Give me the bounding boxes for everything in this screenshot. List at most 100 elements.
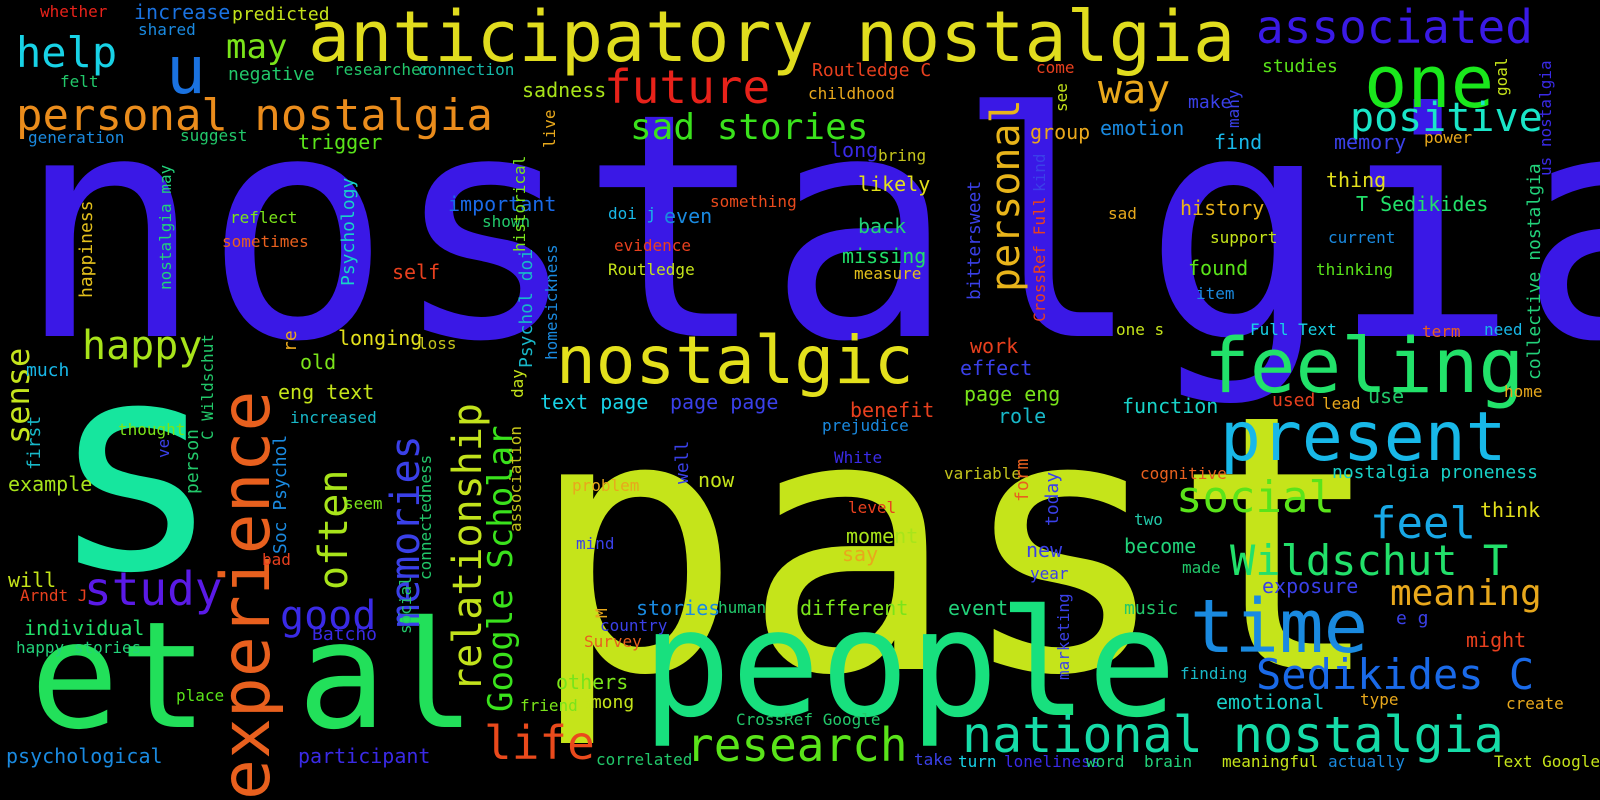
word: increase [134, 0, 231, 24]
word: homesickness [542, 244, 561, 360]
word: power [1424, 128, 1473, 147]
word: well [672, 440, 693, 484]
word: among [580, 692, 635, 713]
word: sometimes [222, 232, 309, 251]
word: et al [30, 590, 476, 762]
word: whether [40, 2, 108, 21]
word: actually [1328, 752, 1406, 771]
word: work [970, 334, 1019, 358]
word: today [1042, 471, 1063, 526]
word: stories [636, 596, 721, 620]
word: current [1328, 228, 1396, 247]
word: day [508, 369, 527, 398]
word: brain [1144, 752, 1193, 771]
word: ve [154, 438, 173, 458]
word: benefit [850, 398, 935, 422]
word: u [166, 32, 206, 109]
word: say [842, 542, 879, 566]
word: much [26, 360, 70, 381]
word: personal nostalgia [16, 90, 493, 141]
word: way [1098, 67, 1171, 113]
word: Sedikides C [1256, 650, 1535, 699]
word: predicted [232, 4, 330, 25]
word: exposure [1262, 574, 1359, 598]
word: childhood [808, 84, 895, 103]
word: Arndt J [20, 586, 88, 605]
word: participant [298, 744, 431, 768]
word: studies [1262, 56, 1338, 77]
word: cognitive [1140, 464, 1227, 483]
word: term [1422, 322, 1461, 341]
word: Psychology [338, 177, 359, 286]
word: kind [1030, 153, 1049, 192]
word: s [48, 300, 223, 637]
word: item [1196, 284, 1235, 303]
word: thing [1326, 168, 1387, 192]
word: become [1124, 534, 1197, 558]
word: suggest [180, 126, 248, 145]
word: many [1224, 89, 1243, 128]
word: life [484, 716, 595, 770]
word: sad [1108, 204, 1137, 223]
word: live [540, 109, 559, 148]
word: might [1466, 628, 1527, 652]
word: thinking [1316, 260, 1394, 279]
word: eng text [278, 380, 375, 404]
word: loneliness [1004, 752, 1101, 771]
word: individual [24, 616, 145, 640]
word: nostalgia [16, 46, 1600, 410]
word: CrossRef Full [1030, 196, 1049, 322]
word: shared [138, 20, 196, 39]
word: effect [960, 356, 1033, 380]
word: history [1180, 196, 1265, 220]
word: connection [418, 60, 515, 79]
word: psychological [6, 744, 163, 768]
word: meaningful [1222, 752, 1319, 771]
word: missing [842, 244, 927, 268]
word: Batcho [312, 624, 378, 645]
word: M [592, 608, 611, 618]
word: e g [1396, 608, 1429, 629]
word: increased [290, 408, 377, 427]
word: example [8, 472, 93, 496]
word: home [1504, 382, 1543, 401]
word: evidence [614, 236, 692, 255]
word: type [1360, 690, 1399, 709]
word: associated [1256, 0, 1533, 54]
word: think [1480, 498, 1541, 522]
word: first [24, 415, 45, 470]
word: new [1026, 538, 1063, 562]
word: social [1176, 472, 1335, 523]
word: felt [60, 72, 99, 91]
word: study [84, 562, 223, 616]
word: find [1214, 130, 1263, 154]
word: may [226, 27, 288, 67]
word: place [176, 686, 225, 705]
word: problem [572, 476, 640, 495]
word: Soc Psychol [270, 434, 291, 554]
word: year [1030, 564, 1069, 583]
word: often [311, 469, 357, 590]
word: Wildschut T [1230, 536, 1509, 585]
word: Psychol doi [516, 248, 537, 368]
word: sadness [522, 78, 607, 102]
word: back [858, 214, 907, 238]
word: collective nostalgia [1524, 163, 1545, 380]
word: historical [510, 155, 529, 252]
word: CrossRef Google [736, 710, 881, 729]
word: group [1030, 120, 1091, 144]
word: goal [1492, 57, 1511, 96]
word: meaning [1390, 573, 1542, 614]
word: made [1182, 558, 1221, 577]
word: human [718, 598, 767, 617]
word: time [1190, 584, 1369, 670]
word: feel [1370, 498, 1476, 549]
word: memory [1334, 130, 1407, 154]
word: good [280, 593, 377, 639]
word: old [300, 350, 337, 374]
word: Text Google [1494, 752, 1600, 771]
word: important [448, 192, 557, 216]
word: long [830, 138, 879, 162]
word: connectedness [416, 454, 435, 580]
word: happiness [76, 200, 97, 298]
